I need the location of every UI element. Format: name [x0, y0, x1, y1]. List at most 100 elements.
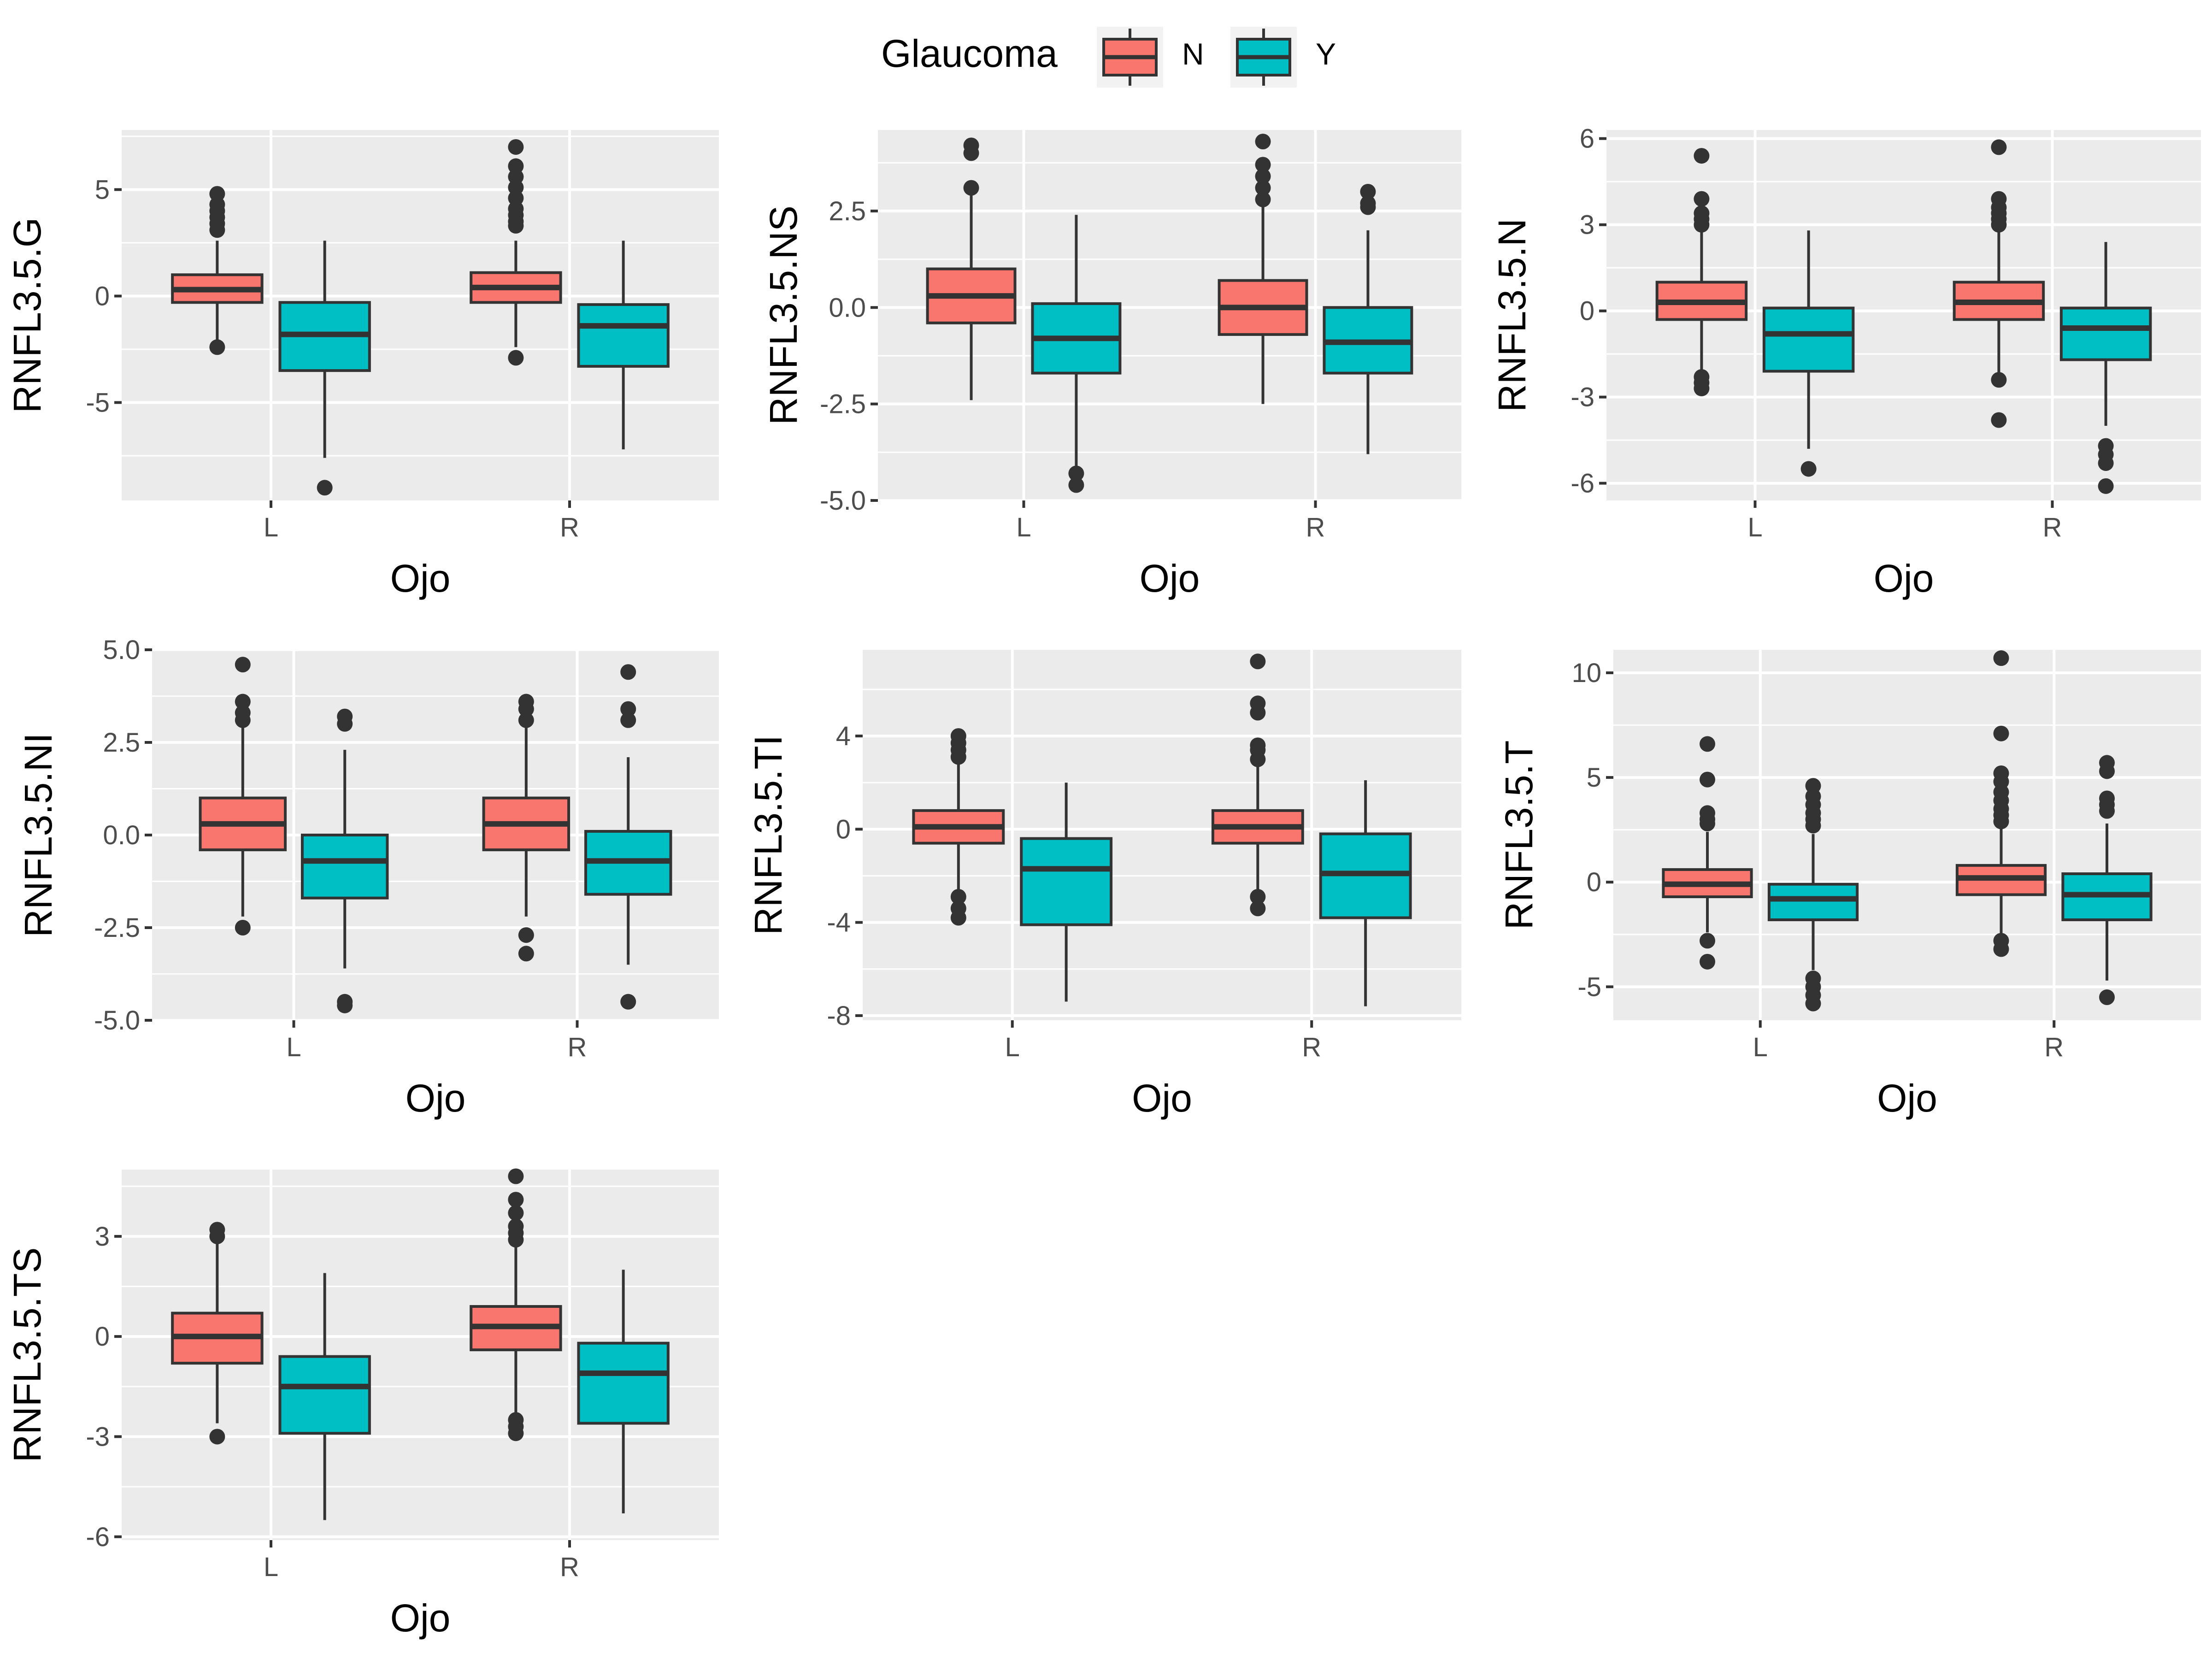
panel-3-r-n-outlier-point — [1991, 372, 2007, 388]
panel-7-l-n-outlier-point — [209, 1429, 225, 1445]
panel-4-y-axis-title: RNFL3.5.NI — [17, 733, 60, 937]
panel-3-y-tick-label: 3 — [1580, 210, 1594, 240]
panel-7-r-n-outlier-point — [508, 1425, 524, 1441]
panel-3-l-n-box-group — [1655, 148, 1748, 396]
panel-6-l-y-outlier-point — [1805, 818, 1821, 834]
panel-7-l-n-box-group — [171, 1222, 264, 1445]
panel-6-l-n-outlier-point — [1700, 771, 1715, 788]
panel-4-l-y-box — [300, 834, 389, 900]
legend-item-n: N — [1097, 27, 1204, 88]
panel-3-l-y-outlier-point — [1800, 461, 1817, 477]
panel-5-l-y-box-group — [1020, 782, 1113, 1002]
panel-7-y-tick-label: 0 — [95, 1322, 110, 1352]
panel-7-r-n-box-group — [470, 1168, 562, 1441]
legend-title: Glaucoma — [881, 32, 1058, 75]
panel-5-y-tick-label: -8 — [827, 1001, 851, 1031]
panel-2-r-n-outlier-point — [1255, 134, 1271, 150]
panel-1-r-n-outlier-point — [508, 218, 524, 234]
panel-1-x-tick-label: R — [560, 512, 579, 542]
panel-4-l-n-outlier-point — [235, 920, 251, 935]
panel-4-r-n-box-group — [482, 694, 571, 962]
panel-2-x-tick-label: L — [1016, 512, 1031, 542]
panel-7-r-n-outlier-point — [508, 1205, 524, 1221]
panel-6-l-y-outlier-point — [1805, 995, 1821, 1012]
panel-6-l-n-outlier-point — [1700, 933, 1715, 949]
panel-4-l-y-outlier-point — [337, 997, 353, 1013]
panel-2-r-n-outlier-point — [1255, 157, 1271, 173]
panel-3-l-n-outlier-point — [1694, 380, 1710, 396]
panel-2-r-n-box-group — [1218, 134, 1308, 404]
panel-4-y-tick-label: 0.0 — [103, 820, 140, 850]
legend: Glaucoma N Y — [881, 27, 1336, 88]
panel-3-y-axis-title: RNFL3.5.N — [1490, 218, 1534, 412]
panel-3-r-y-outlier-point — [2098, 455, 2114, 471]
panel-1-r-n-box-group — [470, 139, 562, 366]
panel-2-x-tick-label: R — [1306, 512, 1325, 542]
panel-6-r-n-outlier-point — [1993, 725, 2009, 741]
panel-6-r-y-outlier-point — [2099, 803, 2115, 819]
panel-3-y-tick-label: -6 — [1571, 469, 1594, 499]
panel-3-r-n-box-group — [1953, 139, 2045, 428]
panel-3-y-tick-label: -3 — [1571, 382, 1594, 412]
panel-2-r-y-outlier-point — [1360, 184, 1376, 200]
panels: 5 0 -5 L R Ojo RNFL3.5.G 2.5 0.0 -2.5 -5.0 L R Ojo RNF… — [6, 124, 2201, 1640]
panel-6-x-axis-title: Ojo — [1877, 1077, 1937, 1120]
panel-6-x-tick-label: L — [1753, 1032, 1768, 1062]
panel-2-l-n-outlier-point — [963, 180, 979, 196]
panel-4-l-n-outlier-point — [235, 694, 251, 710]
panel-4-l-n-outlier-point — [235, 712, 251, 728]
panel-6-y-tick-label: 0 — [1587, 867, 1601, 897]
panel-4: 5.0 2.5 0.0 -2.5 -5.0 L R Ojo RNFL3.5.NI — [17, 635, 719, 1120]
panel-2-l-n-box-group — [926, 137, 1017, 400]
panel-1-r-y-box-group — [577, 241, 670, 450]
panel-6-r-n-outlier-point — [1993, 941, 2009, 957]
panel-1-l-y-box-group — [278, 241, 371, 496]
panel-4-y-tick-label: 5.0 — [103, 635, 140, 665]
panel-4-r-y-box-group — [584, 664, 672, 1010]
panel-3-y-tick-label: 0 — [1580, 296, 1594, 326]
panel-5-y-tick-label: -4 — [827, 908, 851, 938]
panel-6-r-n-box-group — [1955, 650, 2047, 957]
panel-3-x-tick-label: R — [2043, 512, 2062, 542]
panel-7-x-tick-label: R — [560, 1552, 579, 1582]
panel-7-x-tick-label: L — [264, 1552, 278, 1582]
panel-3-l-n-outlier-point — [1694, 217, 1710, 233]
panel-2-r-y-outlier-point — [1360, 199, 1376, 215]
panel-5-x-tick-label: L — [1005, 1032, 1020, 1062]
panel-2-r-y-box-group — [1323, 184, 1413, 454]
panel-6-y-tick-label: 10 — [1571, 658, 1601, 688]
panel-6-y-axis-title: RNFL3.5.T — [1497, 741, 1541, 930]
panel-1-y-tick-label: 5 — [95, 175, 110, 205]
panel-4-l-n-outlier-point — [235, 657, 251, 673]
panel-1-l-n-outlier-point — [209, 222, 225, 238]
panel-4-r-n-outlier-point — [518, 701, 534, 717]
panel-6-l-n-box-group — [1662, 736, 1753, 970]
panel-7: 3 0 -3 -6 L R Ojo RNFL3.5.TS — [6, 1168, 719, 1640]
panel-1-l-n-outlier-point — [209, 339, 225, 355]
panel-1-y-tick-label: -5 — [86, 388, 110, 418]
panel-5-r-n-outlier-point — [1250, 889, 1266, 905]
panel-7-y-tick-label: -3 — [86, 1422, 110, 1452]
panel-5-r-n-box-group — [1211, 653, 1304, 917]
panel-2-l-y-outlier-point — [1068, 477, 1084, 493]
legend-label-n: N — [1182, 37, 1204, 71]
panel-7-l-y-box-group — [278, 1273, 371, 1520]
panel-4-r-y-outlier-point — [620, 712, 636, 728]
panel-1-y-axis-title: RNFL3.5.G — [6, 218, 49, 413]
panel-6-l-y-box-group — [1767, 778, 1859, 1012]
panel-5-l-n-outlier-point — [950, 889, 966, 905]
panel-6-r-y-outlier-point — [2099, 989, 2115, 1006]
panel-7-r-n-outlier-point — [508, 1168, 524, 1184]
panel-7-r-y-box-group — [577, 1270, 670, 1514]
panel-4-r-n-outlier-point — [518, 927, 534, 943]
panel-2-y-tick-label: 2.5 — [829, 196, 866, 226]
panel-5-r-n-outlier-point — [1250, 751, 1266, 767]
panel-5-x-axis-title: Ojo — [1132, 1077, 1192, 1120]
panel-5-x-tick-label: R — [1302, 1032, 1321, 1062]
panel-7-r-n-outlier-point — [508, 1192, 524, 1208]
panel-2-l-y-outlier-point — [1068, 465, 1084, 482]
legend-item-y: Y — [1230, 27, 1336, 88]
panel-4-y-tick-label: -2.5 — [94, 913, 140, 943]
panel-2-r-n-outlier-point — [1255, 168, 1271, 184]
